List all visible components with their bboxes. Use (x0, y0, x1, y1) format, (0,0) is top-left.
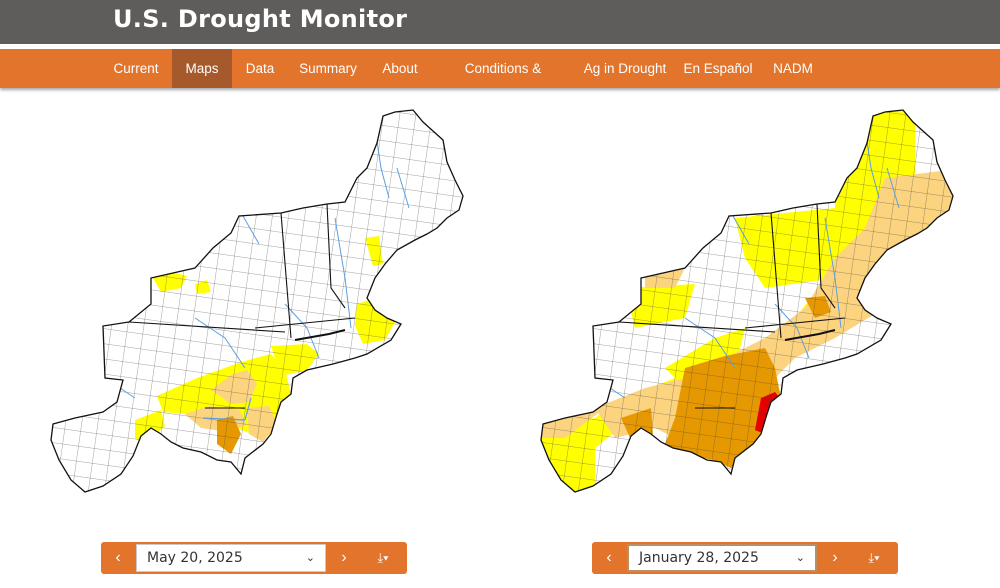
next-date-button[interactable]: › (327, 542, 361, 574)
chevron-right-icon: › (341, 549, 347, 566)
nav-item-ag-in-drought[interactable]: Ag in Drought (583, 61, 667, 76)
main-nav: Current Maps Data Summary About Conditio… (0, 47, 1000, 115)
nav-item-current[interactable]: Current (113, 61, 159, 76)
nav-item-nadm[interactable]: NADM (773, 61, 813, 76)
date-select-value: January 28, 2025 (639, 550, 759, 566)
drought-map-right[interactable] (535, 108, 965, 500)
nav-item-about[interactable]: About (382, 61, 418, 76)
date-select-left[interactable]: May 20, 2025 ⌄ (136, 544, 326, 572)
chevron-down-icon: ⌄ (795, 551, 805, 564)
prev-date-button[interactable]: ‹ (592, 542, 626, 574)
prev-date-button[interactable]: ‹ (101, 542, 135, 574)
date-select-value: May 20, 2025 (147, 550, 243, 566)
date-controls-right: ‹ January 28, 2025 ⌄ › ⤓▾ (592, 542, 898, 574)
next-date-button[interactable]: › (818, 542, 852, 574)
download-button[interactable]: ⤓▾ (363, 542, 403, 574)
site-header: U.S. Drought Monitor (0, 0, 1000, 44)
nav-item-data[interactable]: Data (245, 61, 275, 76)
nav-item-summary[interactable]: Summary (299, 61, 357, 76)
drought-map-left[interactable] (45, 108, 475, 500)
site-title[interactable]: U.S. Drought Monitor (113, 5, 408, 33)
chevron-left-icon: ‹ (606, 549, 612, 566)
download-icon: ⤓▾ (377, 550, 389, 565)
nav-item-conditions-outlooks[interactable]: Conditions & Outlooks (464, 61, 542, 115)
date-select-right[interactable]: January 28, 2025 ⌄ (627, 544, 817, 572)
download-button[interactable]: ⤓▾ (854, 542, 894, 574)
nav-item-maps[interactable]: Maps (172, 49, 232, 88)
date-controls-left: ‹ May 20, 2025 ⌄ › ⤓▾ (101, 542, 407, 574)
chevron-down-icon: ⌄ (305, 551, 315, 564)
chevron-left-icon: ‹ (115, 549, 121, 566)
nav-item-en-espanol[interactable]: En Español (683, 61, 753, 76)
download-icon: ⤓▾ (868, 550, 880, 565)
chevron-right-icon: › (832, 549, 838, 566)
